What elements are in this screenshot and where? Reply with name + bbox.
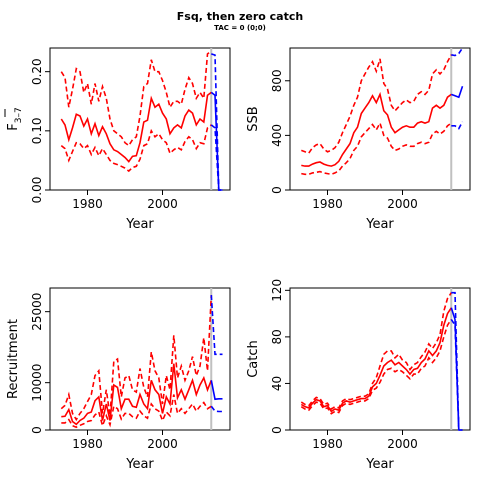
y-axis-label-main: F (6, 123, 21, 130)
x-axis-label: Year (125, 217, 154, 232)
historical-median-line (61, 363, 213, 426)
panel-top-right: 1980 2000 0 400 800 Year SSB (246, 47, 471, 232)
x-tick-label: 1980 (312, 437, 343, 451)
projection-upper-line (210, 295, 223, 356)
projection-median-line (210, 91, 223, 191)
chart-subtitle: TAC = 0 (0;0) (214, 24, 266, 32)
historical-lower-line (300, 318, 452, 415)
y-tick-label: 80 (270, 329, 284, 344)
projection-median-line (210, 380, 223, 401)
y-axis-label-sub: 3–7 (14, 107, 24, 123)
projection-upper-line (211, 53, 223, 191)
x-axis-label: Year (365, 457, 394, 472)
y-tick-label: 120 (270, 279, 284, 302)
projection-upper-line (451, 47, 464, 57)
x-tick-label: 2000 (387, 197, 418, 211)
y-tick-label: 0 (270, 426, 284, 434)
plot-frame (49, 287, 231, 431)
historical-lower-line (61, 394, 212, 429)
x-tick-label: 1980 (312, 197, 343, 211)
historical-upper-line (301, 54, 453, 155)
y-tick-label: 0 (270, 186, 284, 194)
y-tick-label: 800 (270, 69, 284, 92)
panel-bottom-right: 1980 2000 0 40 80 120 Year Catch (246, 279, 471, 472)
y-tick-label: 0.10 (30, 117, 44, 144)
y-axis-label: SSB (246, 106, 261, 131)
x-axis-label: Year (365, 217, 394, 232)
historical-lower-line (301, 121, 452, 176)
historical-median-line (60, 91, 212, 163)
y-tick-label: 25000 (30, 293, 44, 331)
y-tick-label: 10000 (30, 364, 44, 402)
y-axis-label: Recruitment (6, 319, 21, 399)
x-tick-label: 1980 (72, 197, 103, 211)
y-tick-label: 0 (30, 426, 44, 434)
historical-upper-line (60, 295, 213, 422)
historical-median-line (300, 307, 452, 413)
x-tick-label: 2000 (147, 437, 178, 451)
projection-lower-line (451, 121, 464, 130)
y-axis-label: Catch (246, 340, 261, 378)
y-tick-label: 40 (270, 376, 284, 391)
projection-lower-line (210, 405, 223, 413)
x-tick-label: 2000 (147, 197, 178, 211)
y-tick-label: 0.00 (30, 177, 44, 204)
x-axis-label: Year (125, 457, 154, 472)
panel-bottom-left: 1980 2000 0 10000 25000 Year Recruitment (6, 287, 231, 472)
y-tick-label: 0.20 (30, 58, 44, 85)
historical-lower-line (60, 124, 212, 173)
panel-top-left: 1980 2000 0.00 0.10 0.20 Year F3–7 (4, 47, 231, 232)
projection-median-line (450, 307, 463, 431)
plot-frame (289, 47, 471, 191)
projection-median-line (451, 85, 464, 99)
chart-title: Fsq, then zero catch (177, 10, 303, 23)
plot-frame (49, 47, 231, 191)
y-axis-label: F3–7 (6, 107, 24, 130)
x-tick-label: 2000 (387, 437, 418, 451)
historical-upper-line (60, 50, 212, 147)
plot-frame (289, 287, 471, 431)
x-tick-label: 1980 (72, 437, 103, 451)
historical-median-line (301, 91, 452, 167)
y-tick-label: 400 (270, 124, 284, 147)
historical-upper-line (300, 292, 452, 411)
